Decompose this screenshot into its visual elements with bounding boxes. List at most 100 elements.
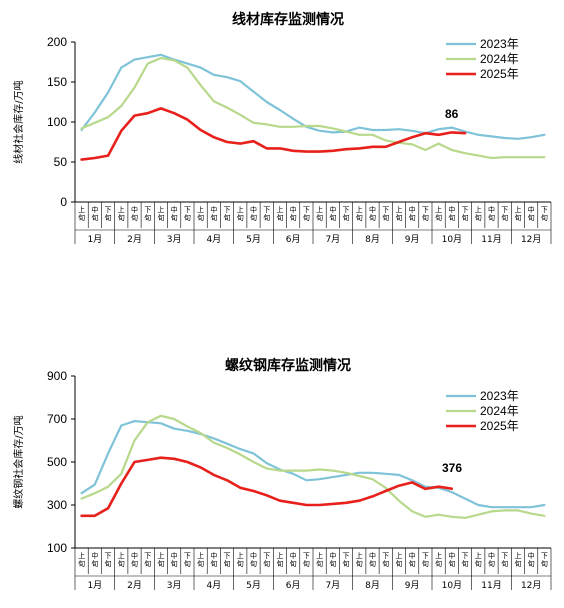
x-tick-label: 下旬 <box>462 206 469 222</box>
x-tick-label: 上旬 <box>356 551 363 568</box>
latest-value-annotation: 86 <box>445 107 459 121</box>
x-tick-label: 下旬 <box>343 552 350 568</box>
x-tick-label: 下旬 <box>184 552 191 568</box>
x-tick-label: 下旬 <box>501 206 508 222</box>
month-label: 11月 <box>481 580 501 591</box>
x-tick-label: 下旬 <box>263 552 270 568</box>
y-tick-label: 0 <box>60 195 67 209</box>
x-tick-label: 中旬 <box>369 551 376 568</box>
x-tick-label: 下旬 <box>462 552 469 568</box>
x-tick-label: 下旬 <box>224 552 231 568</box>
legend-label: 2025年 <box>480 419 519 433</box>
series-line-3 <box>80 107 467 161</box>
x-tick-label: 中旬 <box>448 205 455 222</box>
rebar-inventory-chart: 螺纹钢库存监测情况 100300500700900螺纹钢社会库存/万吨上旬中旬下… <box>12 357 552 591</box>
x-tick-label: 中旬 <box>91 551 98 568</box>
series-line-1 <box>80 53 546 140</box>
month-label: 1月 <box>87 580 102 591</box>
x-tick-label: 下旬 <box>105 552 112 568</box>
chart-title: 螺纹钢库存监测情况 <box>225 357 351 374</box>
x-tick-label: 中旬 <box>488 205 495 222</box>
x-tick-label: 中旬 <box>448 551 455 568</box>
month-label: 7月 <box>325 234 340 245</box>
x-tick-label: 中旬 <box>250 551 257 568</box>
x-tick-label: 上旬 <box>276 205 283 222</box>
x-tick-label: 上旬 <box>435 551 442 568</box>
y-tick-label: 500 <box>47 455 67 469</box>
month-label: 9月 <box>405 580 420 591</box>
month-label: 2月 <box>127 234 142 245</box>
x-tick-label: 下旬 <box>382 206 389 222</box>
chart-title: 线材库存监测情况 <box>232 11 344 28</box>
month-label: 6月 <box>286 580 301 591</box>
series-line-3 <box>80 456 454 518</box>
x-tick-label: 上旬 <box>118 551 125 568</box>
y-tick-label: 50 <box>54 155 68 169</box>
y-tick-label: 100 <box>47 115 67 129</box>
x-tick-label: 上旬 <box>237 551 244 568</box>
x-tick-label: 中旬 <box>171 551 178 568</box>
x-tick-label: 中旬 <box>290 205 297 222</box>
month-label: 4月 <box>206 234 221 245</box>
y-tick-label: 300 <box>47 498 67 512</box>
x-tick-label: 下旬 <box>501 552 508 568</box>
y-tick-label: 700 <box>47 412 67 426</box>
month-label: 10月 <box>442 234 462 245</box>
x-tick-label: 中旬 <box>329 551 336 568</box>
x-tick-label: 上旬 <box>514 551 521 568</box>
month-label: 8月 <box>365 580 380 591</box>
x-tick-label: 下旬 <box>541 552 548 568</box>
x-tick-label: 上旬 <box>78 205 85 222</box>
x-tick-label: 上旬 <box>475 205 482 222</box>
x-tick-label: 中旬 <box>409 205 416 222</box>
legend-label: 2025年 <box>480 67 519 81</box>
x-tick-label: 中旬 <box>409 551 416 568</box>
month-label: 10月 <box>442 580 462 591</box>
wire-rod-inventory-chart: 线材库存监测情况 050100150200线材社会库存/万吨上旬中旬下旬上旬中旬… <box>12 11 552 245</box>
y-axis-label: 螺纹钢社会库存/万吨 <box>12 415 25 508</box>
y-axis-label: 线材社会库存/万吨 <box>12 80 25 163</box>
month-label: 7月 <box>325 580 340 591</box>
x-tick-label: 上旬 <box>475 551 482 568</box>
y-tick-label: 100 <box>47 541 67 555</box>
month-label: 2月 <box>127 580 142 591</box>
x-tick-label: 下旬 <box>263 206 270 222</box>
x-tick-label: 上旬 <box>197 205 204 222</box>
x-tick-label: 上旬 <box>316 205 323 222</box>
x-tick-label: 下旬 <box>184 206 191 222</box>
x-tick-label: 下旬 <box>144 206 151 222</box>
x-tick-label: 中旬 <box>528 205 535 222</box>
x-tick-label: 中旬 <box>171 205 178 222</box>
x-tick-label: 上旬 <box>276 551 283 568</box>
x-tick-label: 上旬 <box>435 205 442 222</box>
y-tick-label: 900 <box>47 369 67 383</box>
legend-label: 2023年 <box>480 37 519 51</box>
legend-label: 2024年 <box>480 404 519 418</box>
month-label: 11月 <box>481 234 501 245</box>
x-tick-label: 中旬 <box>369 205 376 222</box>
month-label: 1月 <box>87 234 102 245</box>
x-tick-label: 中旬 <box>329 205 336 222</box>
latest-value-annotation: 376 <box>442 461 462 475</box>
month-label: 12月 <box>521 580 541 591</box>
month-label: 8月 <box>365 234 380 245</box>
x-tick-label: 上旬 <box>395 551 402 568</box>
series-line-2 <box>80 56 546 160</box>
month-label: 5月 <box>246 580 261 591</box>
x-tick-label: 中旬 <box>250 205 257 222</box>
x-tick-label: 上旬 <box>157 205 164 222</box>
x-tick-label: 下旬 <box>541 206 548 222</box>
legend-label: 2024年 <box>480 52 519 66</box>
month-label: 12月 <box>521 234 541 245</box>
legend-label: 2023年 <box>480 389 519 403</box>
month-label: 5月 <box>246 234 261 245</box>
x-tick-label: 上旬 <box>197 551 204 568</box>
month-label: 9月 <box>405 234 420 245</box>
x-tick-label: 上旬 <box>157 551 164 568</box>
x-tick-label: 下旬 <box>144 552 151 568</box>
x-tick-label: 上旬 <box>514 205 521 222</box>
x-tick-label: 下旬 <box>105 206 112 222</box>
month-label: 3月 <box>167 580 182 591</box>
x-tick-label: 上旬 <box>118 205 125 222</box>
series-line-1 <box>80 419 546 509</box>
